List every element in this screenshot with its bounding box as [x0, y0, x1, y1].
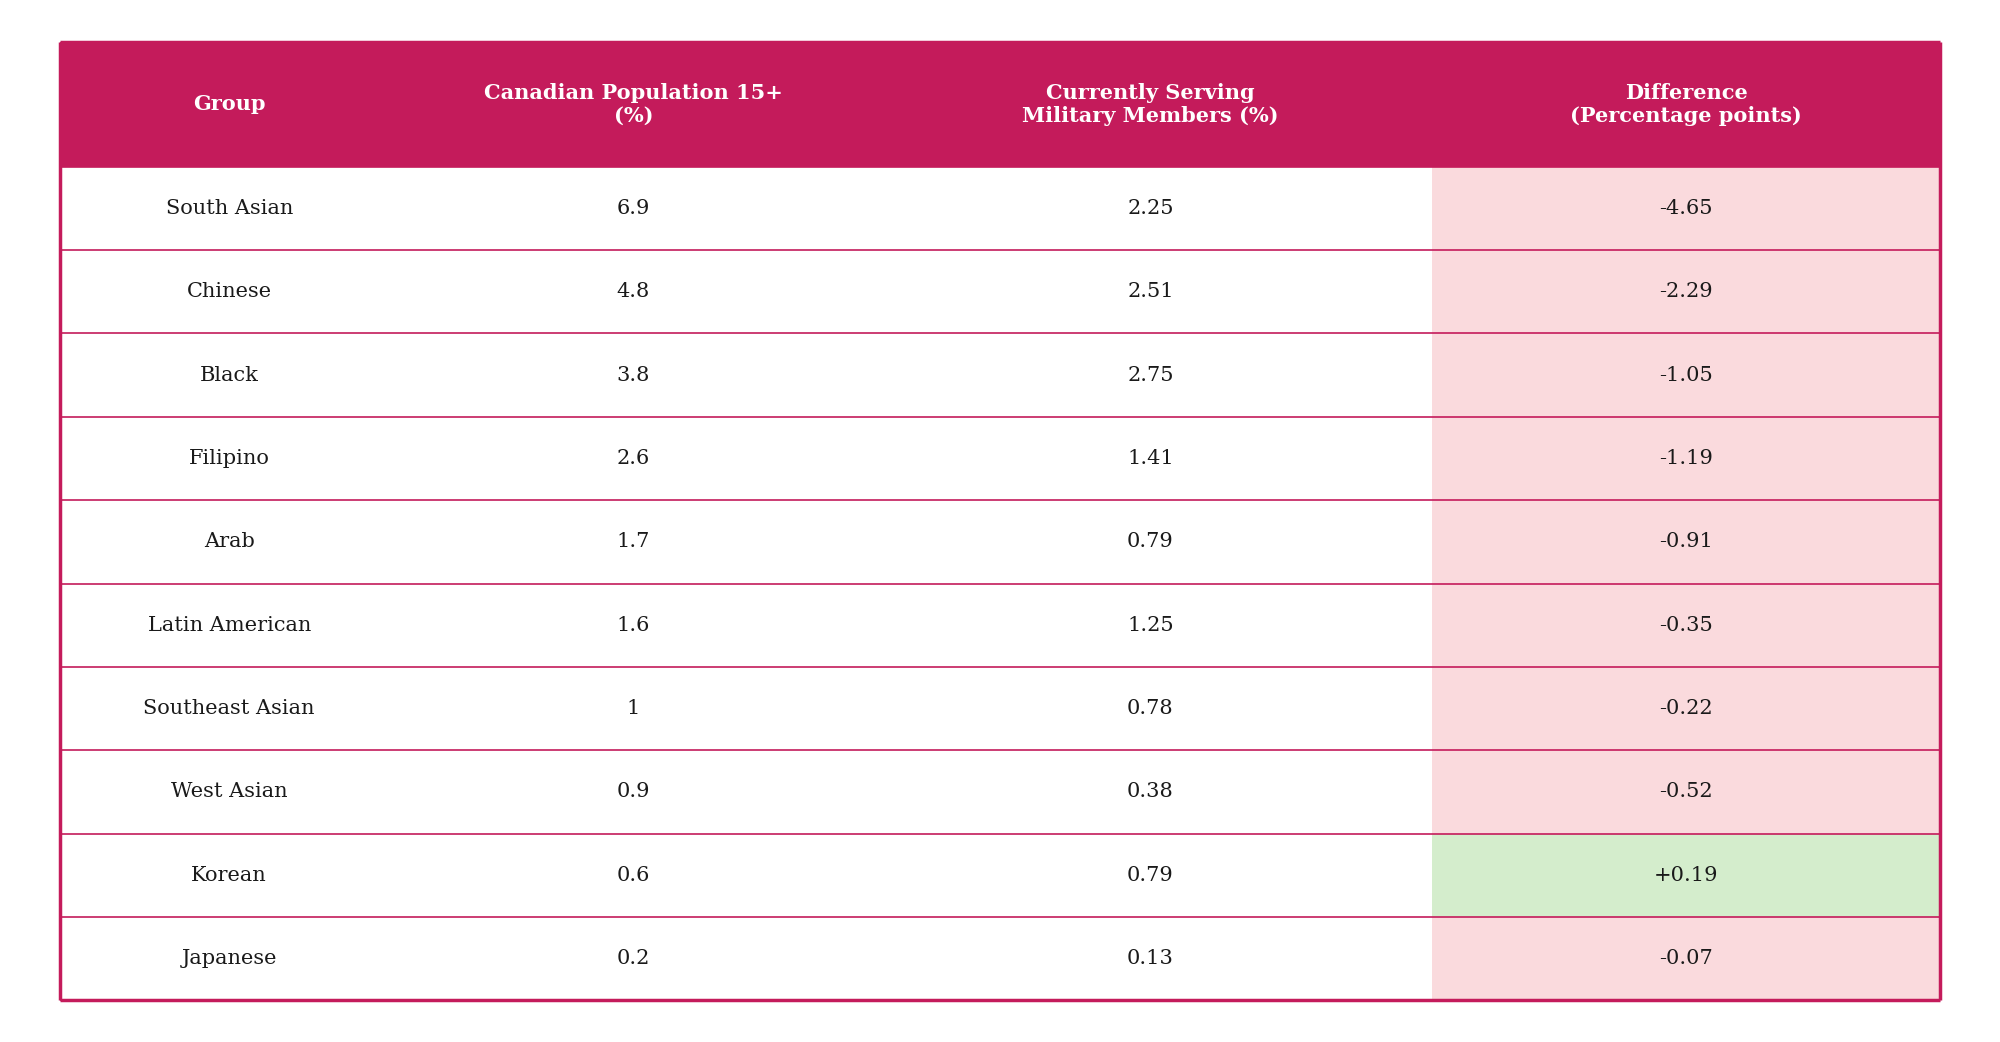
Text: 0.9: 0.9 — [616, 783, 650, 801]
FancyBboxPatch shape — [1432, 250, 1940, 333]
FancyBboxPatch shape — [60, 750, 398, 834]
FancyBboxPatch shape — [398, 500, 868, 584]
FancyBboxPatch shape — [60, 333, 398, 417]
FancyBboxPatch shape — [868, 917, 1432, 1000]
Text: 0.6: 0.6 — [616, 866, 650, 885]
Text: 0.79: 0.79 — [1128, 866, 1174, 885]
FancyBboxPatch shape — [1432, 167, 1940, 250]
Text: 0.78: 0.78 — [1128, 699, 1174, 718]
Text: Chinese: Chinese — [186, 282, 272, 301]
Text: Filipino: Filipino — [188, 449, 270, 468]
Text: Arab: Arab — [204, 532, 254, 551]
FancyBboxPatch shape — [60, 42, 398, 167]
Text: 1: 1 — [626, 699, 640, 718]
Text: Southeast Asian: Southeast Asian — [144, 699, 314, 718]
FancyBboxPatch shape — [1432, 667, 1940, 750]
Text: 0.38: 0.38 — [1128, 783, 1174, 801]
FancyBboxPatch shape — [60, 584, 398, 667]
Text: -1.05: -1.05 — [1660, 366, 1714, 384]
FancyBboxPatch shape — [868, 667, 1432, 750]
FancyBboxPatch shape — [60, 167, 398, 250]
FancyBboxPatch shape — [1432, 584, 1940, 667]
Text: 4.8: 4.8 — [616, 282, 650, 301]
FancyBboxPatch shape — [868, 584, 1432, 667]
Text: Black: Black — [200, 366, 258, 384]
Text: 3.8: 3.8 — [616, 366, 650, 384]
Text: 6.9: 6.9 — [616, 199, 650, 218]
Text: -0.52: -0.52 — [1660, 783, 1714, 801]
Text: Group: Group — [192, 94, 266, 115]
FancyBboxPatch shape — [1432, 417, 1940, 500]
FancyBboxPatch shape — [868, 750, 1432, 834]
FancyBboxPatch shape — [868, 167, 1432, 250]
FancyBboxPatch shape — [60, 917, 398, 1000]
FancyBboxPatch shape — [398, 417, 868, 500]
Text: 2.51: 2.51 — [1128, 282, 1174, 301]
FancyBboxPatch shape — [1432, 500, 1940, 584]
FancyBboxPatch shape — [868, 417, 1432, 500]
Text: +0.19: +0.19 — [1654, 866, 1718, 885]
Text: 1.6: 1.6 — [616, 616, 650, 635]
Text: 0.13: 0.13 — [1126, 949, 1174, 968]
FancyBboxPatch shape — [398, 667, 868, 750]
FancyBboxPatch shape — [398, 333, 868, 417]
Text: -2.29: -2.29 — [1660, 282, 1714, 301]
Text: -1.19: -1.19 — [1660, 449, 1714, 468]
FancyBboxPatch shape — [60, 250, 398, 333]
Text: 2.6: 2.6 — [616, 449, 650, 468]
Text: Japanese: Japanese — [182, 949, 276, 968]
Text: 0.2: 0.2 — [616, 949, 650, 968]
FancyBboxPatch shape — [398, 42, 868, 167]
Text: Canadian Population 15+
(%): Canadian Population 15+ (%) — [484, 82, 782, 126]
Text: -4.65: -4.65 — [1660, 199, 1712, 218]
Text: Currently Serving
Military Members (%): Currently Serving Military Members (%) — [1022, 82, 1278, 126]
FancyBboxPatch shape — [1432, 333, 1940, 417]
FancyBboxPatch shape — [868, 42, 1432, 167]
FancyBboxPatch shape — [398, 750, 868, 834]
FancyBboxPatch shape — [60, 417, 398, 500]
Text: -0.07: -0.07 — [1660, 949, 1714, 968]
Text: Korean: Korean — [192, 866, 268, 885]
FancyBboxPatch shape — [1432, 750, 1940, 834]
FancyBboxPatch shape — [868, 834, 1432, 917]
FancyBboxPatch shape — [1432, 917, 1940, 1000]
Text: 2.25: 2.25 — [1128, 199, 1174, 218]
FancyBboxPatch shape — [60, 667, 398, 750]
FancyBboxPatch shape — [60, 500, 398, 584]
FancyBboxPatch shape — [868, 333, 1432, 417]
FancyBboxPatch shape — [398, 834, 868, 917]
FancyBboxPatch shape — [398, 917, 868, 1000]
FancyBboxPatch shape — [60, 834, 398, 917]
FancyBboxPatch shape — [398, 167, 868, 250]
Text: South Asian: South Asian — [166, 199, 292, 218]
FancyBboxPatch shape — [1432, 42, 1940, 167]
Text: Latin American: Latin American — [148, 616, 310, 635]
Text: West Asian: West Asian — [170, 783, 288, 801]
FancyBboxPatch shape — [398, 250, 868, 333]
FancyBboxPatch shape — [868, 250, 1432, 333]
FancyBboxPatch shape — [398, 584, 868, 667]
FancyBboxPatch shape — [868, 500, 1432, 584]
Text: -0.22: -0.22 — [1660, 699, 1714, 718]
Text: Difference
(Percentage points): Difference (Percentage points) — [1570, 82, 1802, 126]
Text: 2.75: 2.75 — [1128, 366, 1174, 384]
Text: 1.25: 1.25 — [1128, 616, 1174, 635]
Text: 1.41: 1.41 — [1128, 449, 1174, 468]
Text: -0.35: -0.35 — [1660, 616, 1714, 635]
Text: 0.79: 0.79 — [1128, 532, 1174, 551]
Text: 1.7: 1.7 — [616, 532, 650, 551]
Text: -0.91: -0.91 — [1660, 532, 1714, 551]
FancyBboxPatch shape — [1432, 834, 1940, 917]
